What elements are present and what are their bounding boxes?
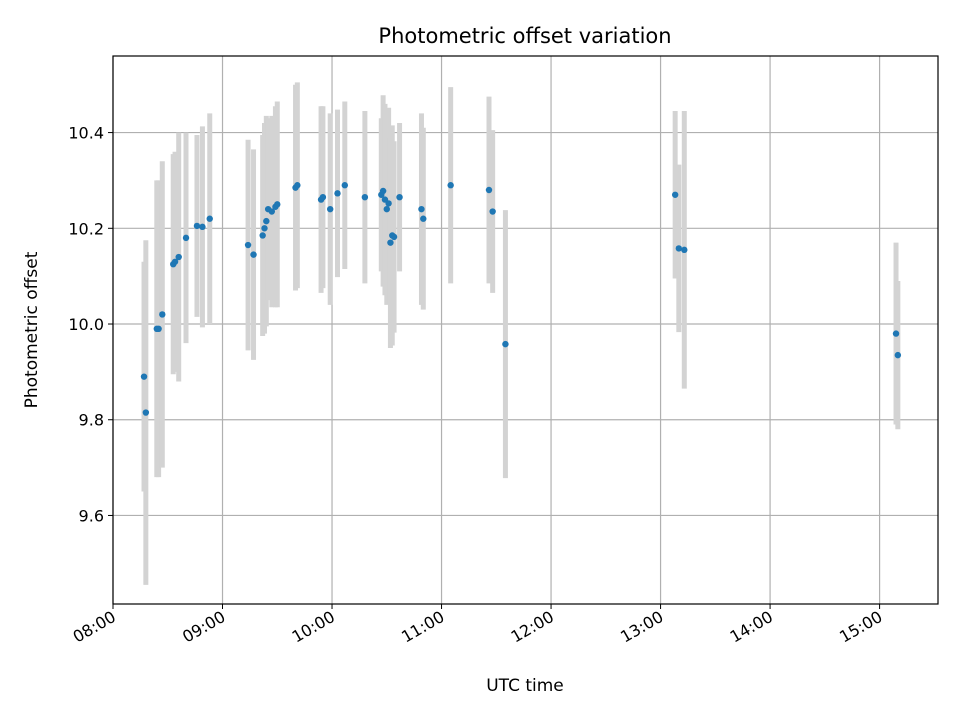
y-tick-label-0: 9.6 xyxy=(79,506,104,525)
data-point-16 xyxy=(263,217,270,225)
data-point-45 xyxy=(675,245,683,252)
error-bars xyxy=(141,82,901,585)
x-axis-ticks: 08:00 09:00 10:00 11:00 12:00 13:00 14:00 15:00 xyxy=(70,604,886,647)
y-tick-label-1: 9.8 xyxy=(79,411,104,430)
data-point-10 xyxy=(199,223,206,231)
data-point-7 xyxy=(175,253,182,261)
data-point-30 xyxy=(379,187,387,195)
data-point-28 xyxy=(361,193,369,201)
data-point-20 xyxy=(274,201,281,208)
data-point-32 xyxy=(383,205,390,213)
data-point-26 xyxy=(334,190,341,197)
data-point-39 xyxy=(420,215,427,222)
data-point-12 xyxy=(244,241,252,249)
data-point-47 xyxy=(892,330,900,337)
y-tick-label-2: 10.0 xyxy=(68,315,104,334)
data-point-42 xyxy=(489,208,496,215)
data-point-13 xyxy=(250,251,257,258)
x-axis-label: UTC time xyxy=(486,676,564,696)
data-point-22 xyxy=(294,182,301,189)
data-point-14 xyxy=(259,232,266,239)
data-point-34 xyxy=(387,239,394,246)
x-tick-label-7: 15:00 xyxy=(836,607,885,647)
x-tick-label-0: 08:00 xyxy=(70,607,119,647)
grid-lines xyxy=(112,56,938,604)
data-point-11 xyxy=(206,215,213,222)
data-point-46 xyxy=(681,246,688,254)
data-point-48 xyxy=(894,351,902,359)
x-tick-label-2: 10:00 xyxy=(289,607,338,647)
data-point-4 xyxy=(159,311,166,318)
data-point-41 xyxy=(485,186,493,194)
x-tick-label-6: 14:00 xyxy=(727,607,776,647)
plot-frame xyxy=(112,55,939,605)
data-point-40 xyxy=(447,182,454,189)
y-tick-label-3: 10.2 xyxy=(68,219,104,238)
data-points xyxy=(140,182,902,416)
x-tick-label-4: 12:00 xyxy=(508,607,557,647)
data-point-15 xyxy=(261,225,268,232)
data-point-27 xyxy=(341,182,349,189)
data-point-36 xyxy=(390,233,398,241)
x-tick-label-1: 09:00 xyxy=(179,607,228,647)
data-point-6 xyxy=(171,258,179,265)
chart-title: Photometric offset variation xyxy=(378,24,671,48)
data-point-1 xyxy=(142,409,150,416)
data-point-33 xyxy=(385,200,392,207)
data-point-44 xyxy=(671,191,679,198)
data-point-38 xyxy=(418,205,425,213)
data-point-37 xyxy=(396,193,403,201)
data-point-9 xyxy=(193,222,201,230)
data-point-0 xyxy=(140,373,148,380)
y-axis-label: Photometric offset xyxy=(22,251,42,408)
data-point-43 xyxy=(502,340,509,348)
x-tick-label-5: 13:00 xyxy=(617,607,666,647)
data-point-18 xyxy=(268,208,275,215)
y-axis-ticks: 9.6 9.8 10.0 10.2 10.4 xyxy=(68,124,113,525)
x-tick-label-3: 11:00 xyxy=(398,607,447,647)
data-point-25 xyxy=(327,205,334,213)
data-point-8 xyxy=(182,234,190,242)
data-point-24 xyxy=(319,193,327,201)
y-tick-label-4: 10.4 xyxy=(68,124,104,143)
data-point-3 xyxy=(155,325,162,333)
